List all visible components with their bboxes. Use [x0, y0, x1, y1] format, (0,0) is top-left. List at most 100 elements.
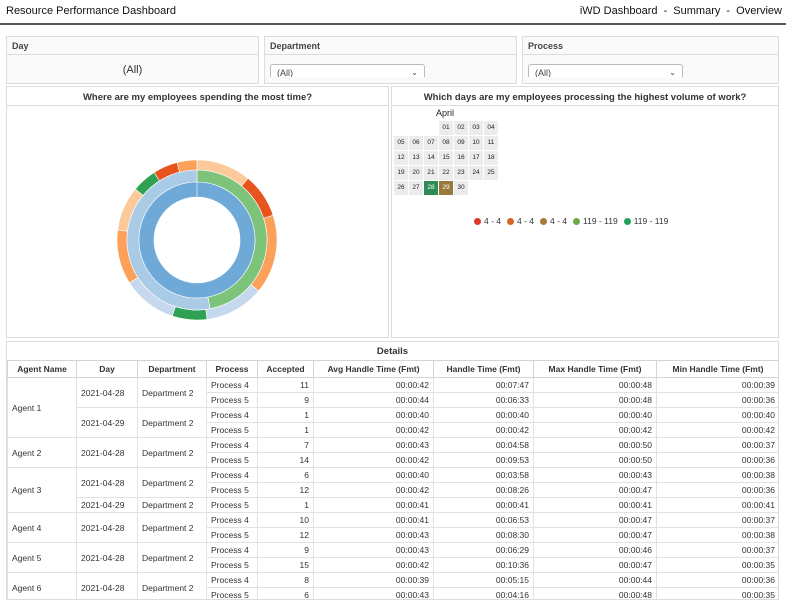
- process-cell: Process 5: [206, 392, 258, 408]
- accepted-cell: 9: [257, 392, 314, 408]
- day-filter-value[interactable]: (All): [122, 64, 143, 76]
- column-header-min-handle-time[interactable]: Min Handle Time (Fmt): [656, 360, 778, 378]
- department-cell: Department 2: [137, 572, 207, 599]
- min-handle-time-cell: 00:00:38: [656, 527, 778, 543]
- calendar-day-cell[interactable]: 06: [409, 136, 423, 150]
- handle-time-cell: 00:05:15: [433, 572, 534, 588]
- table-row: Agent 1 2021-04-28 Department 2 Process 4 11…: [7, 377, 778, 438]
- calendar-day-cell[interactable]: 28: [424, 181, 438, 195]
- department-filter-label: Department: [270, 41, 321, 51]
- calendar-day-cell[interactable]: 15: [439, 151, 453, 165]
- calendar-day-cell[interactable]: 12: [394, 151, 408, 165]
- calendar-day-cell[interactable]: 01: [439, 121, 453, 135]
- calendar-day-cell[interactable]: 08: [439, 136, 453, 150]
- calendar-day-cell[interactable]: 26: [394, 181, 408, 195]
- legend-item[interactable]: 119 - 119: [623, 216, 668, 226]
- volume-legend: 4 - 4 4 - 4 4 - 4 119 - 119 119 - 119: [474, 216, 674, 226]
- process-cell: Process 4: [206, 542, 258, 558]
- column-header-accepted[interactable]: Accepted: [257, 360, 314, 378]
- min-handle-time-cell: 00:00:36: [656, 572, 778, 588]
- process-cell: Process 4: [206, 512, 258, 528]
- calendar-day-cell[interactable]: 20: [409, 166, 423, 180]
- min-handle-time-cell: 00:00:35: [656, 587, 778, 599]
- day-filter-label: Day: [12, 41, 29, 51]
- process-cell: Process 4: [206, 377, 258, 393]
- calendar-day-cell[interactable]: 19: [394, 166, 408, 180]
- calendar-day-cell[interactable]: 05: [394, 136, 408, 150]
- process-cell: Process 5: [206, 557, 258, 573]
- column-header-handle-time[interactable]: Handle Time (Fmt): [433, 360, 534, 378]
- process-cell: Process 5: [206, 527, 258, 543]
- breadcrumb-summary[interactable]: Summary: [673, 5, 721, 17]
- calendar-day-cell[interactable]: 04: [484, 121, 498, 135]
- calendar-day-cell[interactable]: 18: [484, 151, 498, 165]
- calendar-day-cell[interactable]: 09: [454, 136, 468, 150]
- min-handle-time-cell: 00:00:42: [656, 422, 778, 438]
- handle-time-cell: 00:03:58: [433, 467, 534, 483]
- column-header-department[interactable]: Department: [137, 360, 207, 378]
- calendar-day-cell[interactable]: 27: [409, 181, 423, 195]
- max-handle-time-cell: 00:00:48: [533, 587, 657, 599]
- process-filter-label: Process: [528, 41, 564, 51]
- calendar-day-cell[interactable]: 03: [469, 121, 483, 135]
- legend-item[interactable]: 4 - 4: [540, 216, 567, 226]
- column-header-max-handle-time[interactable]: Max Handle Time (Fmt): [533, 360, 657, 378]
- day-cell: 2021-04-28: [76, 467, 138, 498]
- column-header-day[interactable]: Day: [76, 360, 138, 378]
- calendar-day-cell[interactable]: 23: [454, 166, 468, 180]
- agent-name-cell: Agent 1: [7, 377, 77, 438]
- handle-time-cell: 00:07:47: [433, 377, 534, 393]
- legend-item[interactable]: 4 - 4: [507, 216, 534, 226]
- day-cell: 2021-04-29: [76, 407, 138, 438]
- process-cell: Process 5: [206, 422, 258, 438]
- min-handle-time-cell: 00:00:36: [656, 452, 778, 468]
- department-select-value: (All): [277, 68, 293, 77]
- accepted-cell: 12: [257, 482, 314, 498]
- breadcrumb-overview[interactable]: Overview: [736, 5, 782, 17]
- table-row: 2021-04-29 Department 2 Process 4 1 00:00:40…: [8, 407, 778, 438]
- calendar-day-cell[interactable]: 17: [469, 151, 483, 165]
- calendar-day-cell[interactable]: 02: [454, 121, 468, 135]
- calendar-day-cell[interactable]: 07: [424, 136, 438, 150]
- max-handle-time-cell: 00:00:41: [533, 497, 657, 513]
- calendar-day-cell[interactable]: 22: [439, 166, 453, 180]
- dashboard-title: Resource Performance Dashboard: [6, 5, 176, 17]
- max-handle-time-cell: 00:00:50: [533, 437, 657, 453]
- max-handle-time-cell: 00:00:46: [533, 542, 657, 558]
- day-cell: 2021-04-28: [76, 377, 138, 408]
- handle-time-cell: 00:08:26: [433, 482, 534, 498]
- avg-handle-time-cell: 00:00:41: [313, 497, 434, 513]
- calendar-day-cell[interactable]: 30: [454, 181, 468, 195]
- min-handle-time-cell: 00:00:39: [656, 377, 778, 393]
- min-handle-time-cell: 00:00:40: [656, 407, 778, 423]
- day-filter: Day (All): [6, 36, 259, 84]
- accepted-cell: 1: [257, 497, 314, 513]
- min-handle-time-cell: 00:00:41: [656, 497, 778, 513]
- calendar-day-cell[interactable]: 11: [484, 136, 498, 150]
- legend-item[interactable]: 4 - 4: [474, 216, 501, 226]
- legend-dot-icon: [507, 218, 515, 225]
- column-header-avg-handle-time[interactable]: Avg Handle Time (Fmt): [313, 360, 434, 378]
- calendar-day-cell[interactable]: 21: [424, 166, 438, 180]
- breadcrumb-iwd-dashboard[interactable]: iWD Dashboard: [579, 5, 658, 17]
- agent-name-cell: Agent 2: [7, 437, 77, 468]
- column-header-process[interactable]: Process: [206, 360, 258, 378]
- column-header-agent-name[interactable]: Agent Name: [7, 360, 77, 378]
- max-handle-time-cell: 00:00:47: [533, 557, 657, 573]
- legend-label: 4 - 4: [550, 216, 568, 226]
- legend-item[interactable]: 119 - 119: [573, 216, 618, 226]
- calendar-day-cell[interactable]: 24: [469, 166, 483, 180]
- calendar-day-cell[interactable]: 16: [454, 151, 468, 165]
- calendar-day-cell[interactable]: 14: [424, 151, 438, 165]
- process-cell: Process 4: [206, 467, 258, 483]
- max-handle-time-cell: 00:00:50: [533, 452, 657, 468]
- calendar-day-cell[interactable]: 25: [484, 166, 498, 180]
- calendar-day-cell[interactable]: 29: [439, 181, 453, 195]
- calendar-day-cell[interactable]: 13: [409, 151, 423, 165]
- handle-time-cell: 00:06:29: [433, 542, 534, 558]
- department-select[interactable]: (All) ⌄: [270, 64, 425, 77]
- process-select[interactable]: (All) ⌄: [528, 64, 683, 77]
- calendar-day-cell[interactable]: 10: [469, 136, 483, 150]
